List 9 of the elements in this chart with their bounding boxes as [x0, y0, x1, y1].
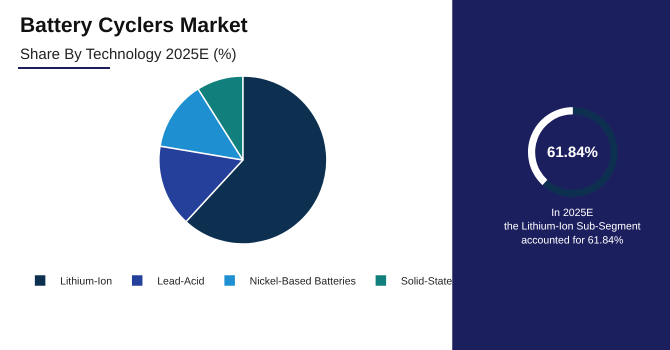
legend-label: Solid-State — [400, 276, 452, 288]
chart-subtitle: Share By Technology 2025E (%) — [20, 46, 237, 63]
chart-title: Battery Cyclers Market — [20, 14, 248, 37]
legend-label: Lithium-Ion — [60, 276, 112, 288]
text: 61.84% — [547, 144, 598, 161]
legend-label: Lead-Acid — [157, 276, 205, 288]
donut-slice — [542, 107, 618, 197]
text: In 2025E the Lithium-Ion Sub-Segment accounted for 61.84% — [504, 207, 641, 246]
legend-label: Nickel-Based Batteries — [250, 276, 356, 288]
